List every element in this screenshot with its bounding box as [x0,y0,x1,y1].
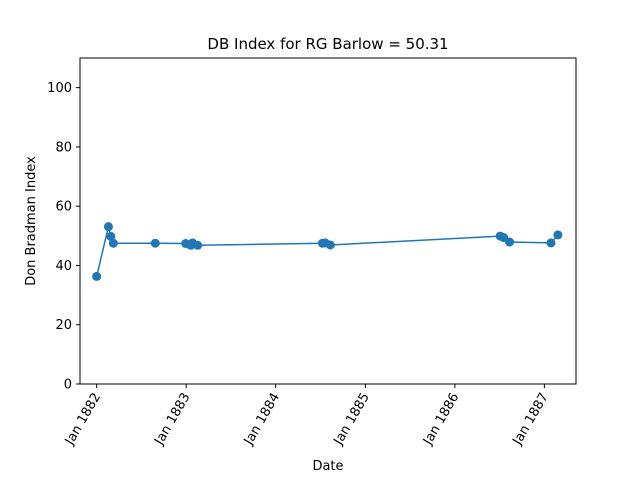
plot-frame [79,57,577,385]
data-point [505,237,515,247]
x-tick-label: Jan 1883 [152,391,194,449]
y-tick-label: 60 [55,200,72,215]
data-point [108,238,118,248]
y-tick-label: 40 [55,259,72,274]
y-tick-label: 80 [55,140,72,155]
data-point [106,231,116,241]
data-point [325,240,335,250]
x-tick-label: Jan 1884 [241,391,283,449]
data-point [553,230,563,240]
chart-title: DB Index for RG Barlow = 50.31 [207,35,448,53]
data-point [546,238,556,248]
x-axis-label: Date [312,459,343,474]
data-layer [92,222,563,281]
data-point [150,238,160,248]
data-point [103,222,113,232]
y-axis-label: Don Bradman Index [24,156,39,286]
y-tick-label: 20 [55,318,72,333]
y-tick-label: 100 [47,81,72,96]
x-tick-label: Jan 1882 [62,391,104,449]
x-tick-label: Jan 1887 [510,391,552,449]
x-tick-label: Jan 1885 [331,391,373,449]
y-tick-label: 0 [64,378,72,393]
x-tick-label: Jan 1886 [420,391,462,449]
data-point [92,271,102,281]
data-point [193,240,203,250]
plot-area [80,58,576,384]
